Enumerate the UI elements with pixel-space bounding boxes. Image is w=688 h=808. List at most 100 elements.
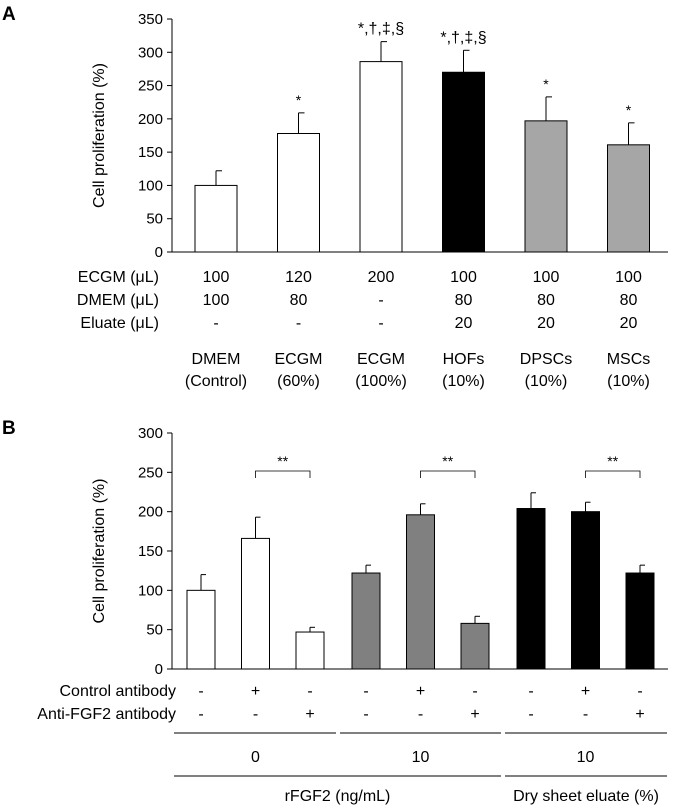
y-tick-label: 50 xyxy=(146,211,163,228)
table-cell: - xyxy=(296,315,301,332)
table-cell: - xyxy=(528,706,533,723)
table-cell: + xyxy=(305,706,314,723)
bar xyxy=(295,631,325,670)
table-cell: 200 xyxy=(368,269,395,286)
y-tick-label: 250 xyxy=(138,464,163,481)
group-label-line2: (Control) xyxy=(185,373,247,390)
y-axis-label: Cell proliferation (%) xyxy=(91,63,108,208)
table-cell: - xyxy=(253,706,258,723)
group-label-line1: HOFs xyxy=(443,351,485,368)
group-value-label: 0 xyxy=(251,749,260,766)
group-title-label: rFGF2 (ng/mL) xyxy=(285,788,391,805)
bar xyxy=(442,71,485,253)
y-tick-label: 300 xyxy=(138,44,163,61)
table-cell: + xyxy=(635,706,644,723)
table-row-label: ECGM (μL) xyxy=(78,269,159,286)
table-cell: - xyxy=(307,683,312,700)
y-tick-label: 0 xyxy=(155,661,163,678)
table-cell: 80 xyxy=(455,292,473,309)
table-cell: 100 xyxy=(203,292,230,309)
y-tick-label: 150 xyxy=(138,144,163,161)
bar xyxy=(186,589,216,670)
bar xyxy=(241,537,270,670)
table-cell: 20 xyxy=(455,315,473,332)
significance-bracket xyxy=(255,470,311,478)
panel-a-label: A xyxy=(2,4,16,25)
panel-b-label: B xyxy=(2,418,16,439)
group-label-line1: DPSCs xyxy=(520,351,572,368)
y-axis-label: Cell proliferation (%) xyxy=(91,479,108,624)
bar xyxy=(351,572,381,670)
table-cell: - xyxy=(583,706,588,723)
y-tick-label: 100 xyxy=(138,582,163,599)
group-label-line1: DMEM xyxy=(192,351,241,368)
group-label-line2: (60%) xyxy=(277,373,320,390)
group-label-line1: ECGM xyxy=(357,351,405,368)
group-label-line1: MSCs xyxy=(607,351,651,368)
group-value-label: 10 xyxy=(412,749,430,766)
significance-mark: ** xyxy=(277,453,288,469)
bar xyxy=(277,133,320,253)
y-tick-label: 0 xyxy=(155,244,163,261)
table-row-label: Control antibody xyxy=(59,683,176,700)
y-tick-label: 250 xyxy=(138,78,163,95)
bar xyxy=(460,622,490,670)
table-cell: - xyxy=(363,683,368,700)
group-label-line1: ECGM xyxy=(275,351,323,368)
bar xyxy=(406,514,435,670)
significance-bracket xyxy=(420,470,476,478)
bar xyxy=(625,572,655,670)
table-cell: - xyxy=(378,315,383,332)
table-cell: 100 xyxy=(203,269,230,286)
group-value-label: 10 xyxy=(577,749,595,766)
y-tick-label: 150 xyxy=(138,543,163,560)
group-label-line2: (10%) xyxy=(607,373,650,390)
bar xyxy=(194,184,238,253)
significance-mark: *,†,‡,§ xyxy=(440,29,486,46)
table-cell: - xyxy=(363,706,368,723)
significance-mark: ** xyxy=(607,453,618,469)
y-tick-label: 200 xyxy=(138,504,163,521)
table-cell: - xyxy=(472,683,477,700)
table-cell: 20 xyxy=(537,315,555,332)
table-cell: + xyxy=(251,683,260,700)
significance-mark: * xyxy=(296,92,302,108)
group-label-line2: (10%) xyxy=(525,373,568,390)
table-row-label: DMEM (μL) xyxy=(77,292,159,309)
bar xyxy=(516,508,546,670)
table-cell: 80 xyxy=(290,292,308,309)
bar xyxy=(571,511,600,670)
table-row-label: Anti-FGF2 antibody xyxy=(37,706,176,723)
table-cell: 80 xyxy=(620,292,638,309)
table-cell: - xyxy=(213,315,218,332)
table-cell: - xyxy=(528,683,533,700)
significance-mark: * xyxy=(626,102,632,118)
table-cell: 100 xyxy=(450,269,477,286)
table-cell: - xyxy=(378,292,383,309)
y-tick-label: 200 xyxy=(138,111,163,128)
y-tick-label: 300 xyxy=(138,425,163,442)
significance-mark: * xyxy=(543,76,549,92)
table-cell: 20 xyxy=(620,315,638,332)
bar xyxy=(607,144,650,253)
group-label-line2: (100%) xyxy=(355,373,407,390)
table-cell: 100 xyxy=(533,269,560,286)
y-tick-label: 100 xyxy=(138,177,163,194)
table-cell: 100 xyxy=(615,269,642,286)
table-cell: - xyxy=(198,706,203,723)
panel-a-chart: 0 50 100 150 200 250 300 350 Cell proliferation … xyxy=(77,11,668,390)
table-row-label: Eluate (μL) xyxy=(80,315,159,332)
table-cell: + xyxy=(416,683,425,700)
significance-mark: ** xyxy=(442,453,453,469)
table-cell: 120 xyxy=(285,269,312,286)
table-cell: 80 xyxy=(537,292,555,309)
significance-bracket xyxy=(585,470,641,478)
group-title-label: Dry sheet eluate (%) xyxy=(513,788,659,805)
table-cell: - xyxy=(198,683,203,700)
table-cell: - xyxy=(637,683,642,700)
table-cell: + xyxy=(470,706,479,723)
table-cell: + xyxy=(581,683,590,700)
bar xyxy=(359,61,403,253)
bar xyxy=(524,120,568,253)
